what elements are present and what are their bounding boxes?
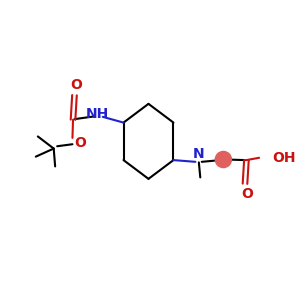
Text: OH: OH [272,151,296,165]
Text: O: O [242,187,253,201]
Circle shape [215,152,231,168]
Text: NH: NH [86,107,109,121]
Text: O: O [75,136,86,150]
Text: N: N [193,147,205,161]
Text: O: O [70,78,82,92]
